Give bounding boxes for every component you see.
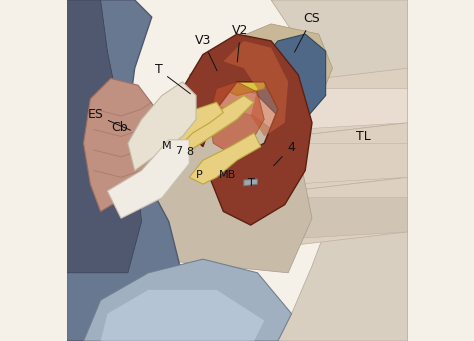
Polygon shape	[128, 82, 196, 170]
Polygon shape	[271, 0, 408, 341]
Polygon shape	[118, 102, 312, 273]
Polygon shape	[244, 179, 257, 186]
Text: ES: ES	[88, 108, 103, 121]
Polygon shape	[210, 48, 271, 95]
Text: TL: TL	[356, 130, 371, 143]
Polygon shape	[292, 143, 408, 184]
Text: V3: V3	[195, 34, 217, 71]
Text: 8: 8	[186, 147, 193, 157]
Text: 4: 4	[273, 141, 295, 166]
Polygon shape	[83, 78, 159, 211]
Polygon shape	[254, 34, 326, 119]
Polygon shape	[66, 0, 142, 273]
Text: 7: 7	[175, 146, 182, 157]
Polygon shape	[169, 102, 223, 147]
Text: M: M	[162, 141, 172, 151]
Text: MB: MB	[219, 169, 236, 180]
Polygon shape	[189, 133, 261, 184]
Polygon shape	[100, 290, 264, 341]
Polygon shape	[210, 82, 264, 153]
Text: T: T	[155, 63, 191, 94]
Text: P: P	[195, 169, 202, 180]
Polygon shape	[292, 68, 408, 136]
Polygon shape	[148, 95, 254, 167]
Polygon shape	[179, 34, 312, 225]
Polygon shape	[223, 41, 288, 136]
Polygon shape	[66, 0, 186, 341]
Polygon shape	[292, 123, 408, 191]
Polygon shape	[292, 89, 408, 130]
Polygon shape	[83, 259, 292, 341]
Text: Cb: Cb	[111, 121, 128, 134]
Text: CS: CS	[294, 12, 320, 52]
Polygon shape	[292, 198, 408, 239]
Polygon shape	[189, 24, 332, 102]
Text: T: T	[248, 178, 255, 189]
Polygon shape	[108, 140, 189, 218]
Polygon shape	[292, 177, 408, 246]
Text: V2: V2	[232, 24, 248, 62]
